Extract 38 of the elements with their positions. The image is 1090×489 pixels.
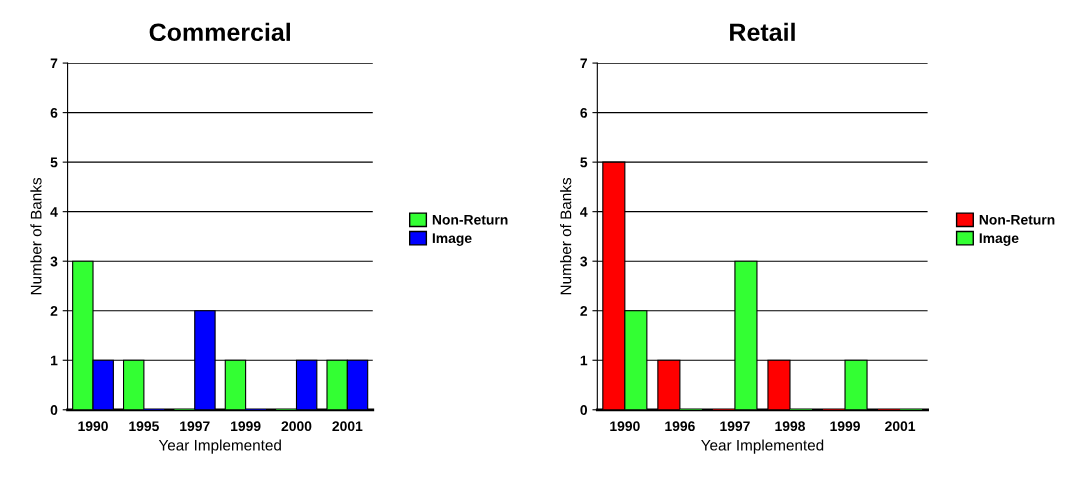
y-tick-label: 0 bbox=[580, 405, 588, 415]
x-tick-label: 2000 bbox=[281, 421, 312, 432]
chart-title: Retail bbox=[730, 22, 795, 42]
y-tick-label: 1 bbox=[580, 355, 588, 366]
legend-label: Image bbox=[979, 233, 1019, 246]
chart-title: Commercial bbox=[149, 22, 290, 42]
y-tick-label: 2 bbox=[50, 306, 58, 316]
x-tick-label: 2001 bbox=[332, 421, 363, 432]
legend-label: Non-Return bbox=[979, 214, 1055, 225]
y-tick-label: 4 bbox=[580, 207, 588, 217]
y-tick-label: 7 bbox=[50, 58, 58, 69]
y-tick-label: 5 bbox=[50, 157, 58, 168]
x-tick-label: 1998 bbox=[775, 421, 805, 432]
y-tick-label: 2 bbox=[580, 306, 588, 316]
y-tick-label: 0 bbox=[50, 405, 58, 415]
x-tick-label: 1996 bbox=[665, 421, 695, 432]
x-tick-label: 1995 bbox=[129, 421, 159, 432]
legend-label: Non-Return bbox=[432, 214, 508, 225]
y-tick-label: 5 bbox=[580, 157, 588, 168]
x-axis-title: Year Implemented bbox=[701, 439, 824, 454]
x-tick-label: 1997 bbox=[180, 421, 210, 432]
x-axis-title: Year Implemented bbox=[158, 439, 281, 454]
x-tick-label: 1990 bbox=[610, 421, 640, 432]
y-axis-title: Number of Banks bbox=[30, 177, 42, 295]
x-tick-label: 1999 bbox=[830, 421, 860, 432]
y-tick-label: 7 bbox=[580, 58, 587, 69]
y-tick-label: 6 bbox=[50, 107, 58, 118]
y-axis-title: Number of Banks bbox=[560, 177, 572, 295]
y-tick-label: 6 bbox=[580, 107, 588, 118]
x-tick-label: 1999 bbox=[231, 421, 261, 432]
y-tick-label: 3 bbox=[580, 256, 588, 267]
y-tick-label: 3 bbox=[50, 256, 58, 267]
x-tick-label: 2001 bbox=[885, 421, 916, 432]
legend-label: Image bbox=[432, 233, 472, 246]
y-tick-label: 4 bbox=[50, 207, 58, 217]
x-tick-label: 1997 bbox=[720, 421, 750, 432]
x-tick-label: 1990 bbox=[78, 421, 108, 432]
y-tick-label: 1 bbox=[51, 355, 58, 366]
